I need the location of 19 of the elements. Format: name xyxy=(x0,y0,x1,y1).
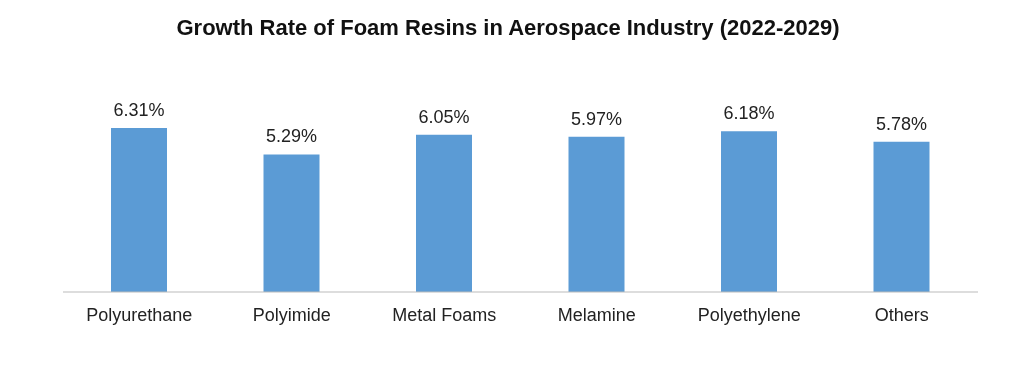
x-tick-label: Polyimide xyxy=(252,304,331,325)
data-label: 6.05% xyxy=(418,106,470,127)
x-tick-label: Melamine xyxy=(557,304,636,325)
chart-title: Growth Rate of Foam Resins in Aerospace Industry (2022-2029) xyxy=(175,14,841,42)
x-tick-label: Polyurethane xyxy=(86,304,193,325)
x-tick-label: Polyethylene xyxy=(697,304,801,325)
bar xyxy=(873,141,930,292)
data-label: 5.97% xyxy=(570,108,623,129)
x-tick-label: Others xyxy=(874,304,929,325)
bar xyxy=(416,134,472,292)
data-label: 5.29% xyxy=(265,126,318,147)
data-label: 5.78% xyxy=(875,113,928,134)
data-label: 6.31% xyxy=(113,99,165,120)
data-label: 6.18% xyxy=(723,103,775,124)
bar xyxy=(263,154,320,292)
bar xyxy=(568,136,625,292)
bar xyxy=(721,131,777,292)
bar xyxy=(111,127,167,292)
x-tick-label: Metal Foams xyxy=(392,304,497,325)
